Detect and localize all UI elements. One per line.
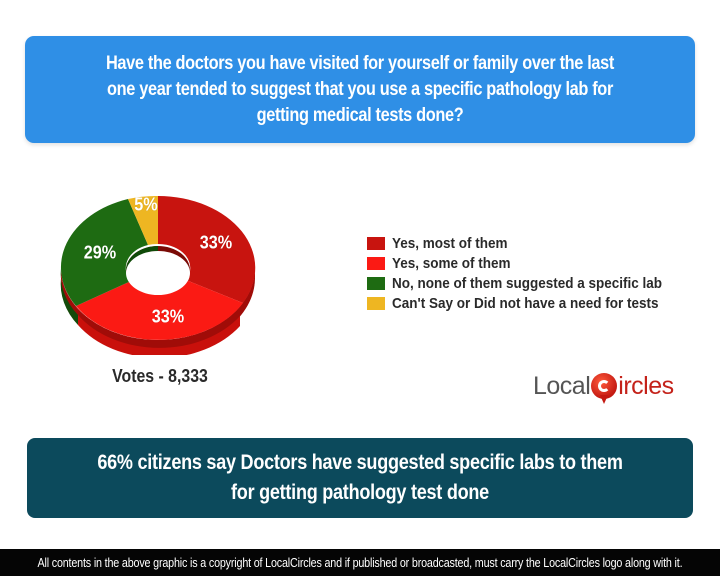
slice-label-cant-say: 5% [134, 194, 158, 215]
summary-text: 66% citizens say Doctors have suggested … [97, 451, 623, 504]
donut-chart-graphic [60, 195, 256, 355]
votes-count: Votes - 8,333 [112, 366, 208, 386]
legend-label: No, none of them suggested a specific la… [392, 274, 663, 292]
slice-label-yes-most: 33% [199, 232, 233, 253]
localcircles-logo: Local ircles [533, 366, 674, 406]
donut-chart: 33% 33% 29% 5% [50, 185, 270, 355]
slice-label-no: 29% [83, 242, 117, 263]
legend-label: Yes, most of them [392, 234, 508, 252]
question-text: Have the doctors you have visited for yo… [105, 52, 615, 126]
location-pin-c-icon [591, 373, 618, 404]
legend-item-yes-most: Yes, most of them [367, 233, 692, 253]
legend-swatch [367, 296, 385, 310]
logo-text-ircles: ircles [618, 371, 674, 400]
legend-label: Can't Say or Did not have a need for tes… [392, 294, 659, 312]
legend-item-cant-say: Can't Say or Did not have a need for tes… [367, 293, 692, 313]
chart-legend: Yes, most of them Yes, some of them No, … [367, 233, 692, 313]
summary-banner: 66% citizens say Doctors have suggested … [27, 438, 693, 518]
legend-swatch [367, 236, 385, 250]
slice-cant-say [128, 195, 158, 245]
question-banner: Have the doctors you have visited for yo… [25, 36, 695, 143]
legend-label: Yes, some of them [392, 254, 511, 272]
slice-yes-most [158, 195, 256, 303]
slice-label-yes-some: 33% [151, 306, 185, 327]
slice-no [60, 199, 149, 306]
logo-text-local: Local [533, 371, 591, 400]
slice-yes-some [76, 280, 243, 340]
copyright-footer: All contents in the above graphic is a c… [0, 549, 720, 576]
legend-item-no: No, none of them suggested a specific la… [367, 273, 692, 293]
copyright-text: All contents in the above graphic is a c… [37, 555, 683, 570]
legend-swatch [367, 276, 385, 290]
legend-item-yes-some: Yes, some of them [367, 253, 692, 273]
legend-swatch [367, 256, 385, 270]
